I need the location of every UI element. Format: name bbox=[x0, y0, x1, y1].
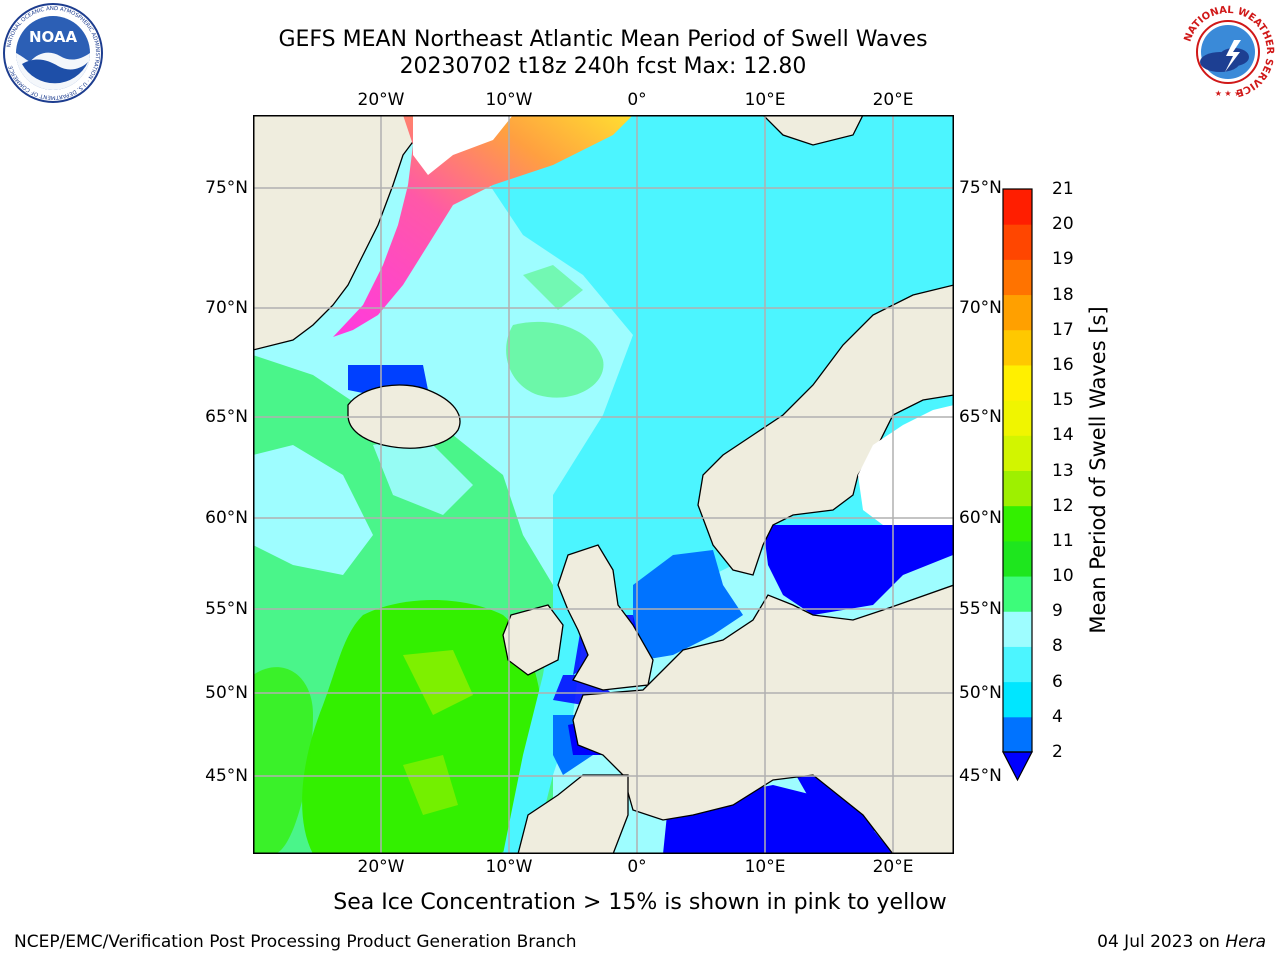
footer-host: Hera bbox=[1225, 932, 1266, 952]
colorbar-tick-label: 16 bbox=[1052, 354, 1074, 375]
colorbar-tick-label: 20 bbox=[1052, 214, 1074, 235]
colorbar-tick-label: 18 bbox=[1052, 284, 1074, 305]
iberia-land bbox=[517, 774, 629, 854]
lon-label-top: 20°W bbox=[357, 90, 405, 110]
lat-label-left: 45°N bbox=[205, 766, 248, 786]
sea-ice-edge bbox=[333, 115, 633, 337]
lon-label-bottom: 20°E bbox=[872, 857, 914, 877]
graticule bbox=[253, 115, 954, 854]
lat-label-right: 70°N bbox=[959, 298, 1002, 318]
map-subtitle: 20230702 t18z 240h fcst Max: 12.80 bbox=[399, 54, 807, 79]
colorbar-segment bbox=[1003, 294, 1032, 331]
colorbar-tick-label: 8 bbox=[1052, 636, 1063, 657]
colorbar-tick-label: 6 bbox=[1052, 671, 1063, 692]
lon-label-bottom: 10°E bbox=[744, 857, 786, 877]
map-title: GEFS MEAN Northeast Atlantic Mean Period… bbox=[278, 27, 928, 52]
map-frame bbox=[253, 115, 954, 854]
colorbar-tick-label: 13 bbox=[1052, 460, 1074, 481]
colorbar-segment bbox=[1003, 505, 1032, 542]
colorbar-segment bbox=[1003, 646, 1032, 683]
lon-label-top: 0° bbox=[627, 90, 647, 110]
lat-label-left: 65°N bbox=[205, 407, 248, 427]
lon-label-bottom: 20°W bbox=[357, 857, 405, 877]
lat-label-left: 75°N bbox=[205, 178, 248, 198]
map-panel bbox=[253, 115, 954, 854]
colorbar-tick-label: 21 bbox=[1052, 179, 1074, 199]
lon-label-bottom: 10°W bbox=[485, 857, 533, 877]
colorbar-extend-triangle bbox=[1002, 751, 1033, 782]
colorbar-segment bbox=[1003, 716, 1032, 753]
colorbar-tick-label: 11 bbox=[1052, 530, 1074, 551]
gulf-of-bothnia-ice-free bbox=[858, 405, 954, 525]
footer-date-text: 04 Jul 2023 on bbox=[1097, 932, 1226, 952]
footer-date: 04 Jul 2023 on Hera bbox=[1097, 932, 1266, 952]
great-britain-land bbox=[557, 544, 654, 691]
lat-label-left: 50°N bbox=[205, 683, 248, 703]
svalbard-land bbox=[762, 115, 864, 146]
colorbar-tick-label: 2 bbox=[1052, 742, 1063, 762]
lon-label-top: 20°E bbox=[872, 90, 914, 110]
lat-label-left: 70°N bbox=[205, 298, 248, 318]
colorbar-tick-label: 17 bbox=[1052, 319, 1074, 340]
colorbar-segment bbox=[1003, 470, 1032, 507]
lat-label-left: 60°N bbox=[205, 508, 248, 528]
sea-ice-white bbox=[413, 115, 513, 175]
ocean-bright-green-core bbox=[302, 600, 545, 854]
colorbar-segment bbox=[1003, 364, 1032, 401]
lon-label-top: 10°E bbox=[744, 90, 786, 110]
colorbar-tick-label: 15 bbox=[1052, 390, 1074, 411]
colorbar-segment bbox=[1003, 576, 1032, 612]
lat-label-right: 50°N bbox=[959, 683, 1002, 703]
colorbar-segment bbox=[1003, 540, 1032, 577]
colorbar-tick-label: 19 bbox=[1052, 249, 1074, 270]
colorbar-segment bbox=[1003, 329, 1032, 366]
lat-label-right: 60°N bbox=[959, 508, 1002, 528]
nws-logo: NATIONAL WEATHER SERVICE ★ ★ ★ bbox=[1180, 4, 1276, 100]
colorbar-tick-label: 12 bbox=[1052, 495, 1074, 516]
colorbar bbox=[1002, 188, 1033, 782]
colorbar-segment bbox=[1003, 189, 1032, 225]
lon-label-bottom: 0° bbox=[627, 857, 647, 877]
colorbar-segment bbox=[1003, 259, 1032, 296]
colorbar-segment bbox=[1003, 681, 1032, 718]
colorbar-tick-label: 4 bbox=[1052, 706, 1063, 727]
baltic-sea bbox=[763, 525, 953, 615]
colorbar-segment bbox=[1003, 435, 1032, 471]
lat-label-right: 75°N bbox=[959, 178, 1002, 198]
lat-label-right: 55°N bbox=[959, 599, 1002, 619]
colorbar-frame bbox=[1002, 188, 1033, 753]
colorbar-tick-label: 10 bbox=[1052, 566, 1074, 587]
footer-credit: NCEP/EMC/Verification Post Processing Pr… bbox=[14, 932, 577, 952]
noaa-logo: NOAA NATIONAL OCEANIC AND ATMOSPHERIC AD… bbox=[3, 3, 103, 103]
colorbar-title: Mean Period of Swell Waves [s] bbox=[1086, 306, 1110, 634]
colorbar-tick-label: 14 bbox=[1052, 425, 1074, 446]
lon-label-top: 10°W bbox=[485, 90, 533, 110]
lat-label-left: 55°N bbox=[205, 599, 248, 619]
noaa-text: NOAA bbox=[29, 28, 78, 46]
svg-text:★ ★ ★: ★ ★ ★ bbox=[1215, 89, 1242, 98]
lat-label-right: 45°N bbox=[959, 766, 1002, 786]
colorbar-segment bbox=[1003, 400, 1032, 436]
sea-ice-note: Sea Ice Concentration > 15% is shown in … bbox=[333, 890, 947, 915]
colorbar-segment bbox=[1003, 611, 1032, 647]
colorbar-tick-label: 9 bbox=[1052, 601, 1063, 622]
lat-label-right: 65°N bbox=[959, 407, 1002, 427]
colorbar-segment bbox=[1003, 224, 1032, 260]
